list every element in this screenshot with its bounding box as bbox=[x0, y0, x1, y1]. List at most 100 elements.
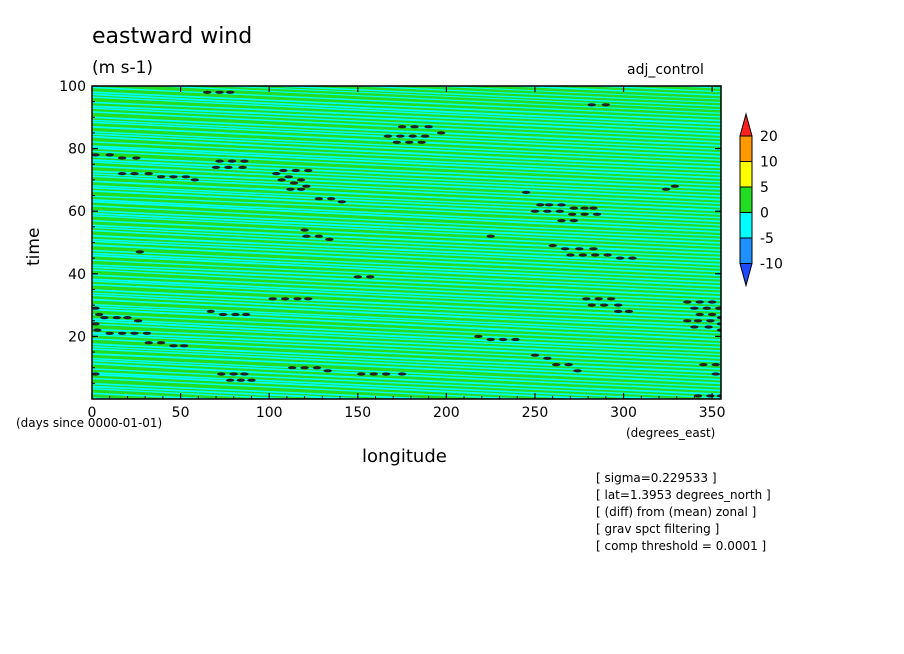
anomaly-patch bbox=[224, 165, 233, 169]
anomaly-patch bbox=[300, 228, 309, 232]
anomaly-patch bbox=[695, 312, 704, 317]
anomaly-patch bbox=[94, 312, 104, 317]
wind-contour-band bbox=[423, 86, 721, 100]
colorbar-segment bbox=[739, 186, 753, 213]
anomaly-patch bbox=[144, 341, 153, 345]
anomaly-patch bbox=[325, 237, 334, 241]
wind-contour-band bbox=[92, 385, 366, 399]
anomaly-patch bbox=[241, 312, 251, 317]
anomaly-patch bbox=[555, 209, 564, 213]
wind-contour-band bbox=[92, 161, 721, 194]
wind-contour-band bbox=[92, 373, 623, 399]
anomaly-patch bbox=[661, 187, 671, 191]
colorbar: 20 10 5 0 -5 -10 bbox=[739, 112, 783, 288]
wind-contour-band bbox=[92, 338, 721, 370]
wind-contour-band bbox=[92, 234, 721, 266]
y-axis: 20 40 60 80 100 bbox=[59, 79, 721, 384]
anomaly-patch bbox=[302, 184, 311, 188]
anomaly-patch bbox=[117, 172, 127, 176]
anomaly-patch bbox=[683, 319, 692, 323]
note-lat: [ lat=1.3953 degrees_north ] bbox=[596, 488, 771, 502]
wind-contour-band bbox=[92, 346, 721, 377]
anomaly-patch bbox=[552, 363, 561, 367]
anomaly-patch bbox=[353, 275, 362, 279]
wind-contour-band bbox=[92, 91, 721, 122]
wind-contour-band bbox=[92, 289, 721, 320]
colorbar-segment bbox=[739, 161, 753, 188]
wind-contour-band bbox=[92, 119, 721, 151]
anomaly-patch bbox=[707, 300, 717, 304]
anomaly-patch bbox=[683, 300, 692, 304]
wind-contour-band bbox=[92, 226, 721, 259]
anomaly-patch bbox=[117, 331, 127, 335]
colorbar-label: -10 bbox=[760, 257, 783, 273]
wind-contour-band bbox=[92, 215, 721, 248]
anomaly-patch bbox=[92, 306, 100, 310]
y-tick-label: 20 bbox=[68, 329, 86, 345]
anomaly-patch bbox=[716, 322, 721, 326]
wind-contour-band bbox=[92, 292, 721, 323]
wind-contour-band bbox=[92, 107, 721, 140]
wind-contour-band bbox=[92, 150, 721, 183]
anomaly-patch bbox=[587, 103, 596, 107]
x-tick-label: 100 bbox=[256, 405, 283, 421]
wind-contour-band bbox=[348, 86, 721, 104]
anomaly-patch bbox=[288, 366, 297, 370]
anomaly-patch bbox=[100, 316, 109, 320]
wind-contour-band bbox=[591, 86, 721, 93]
anomaly-patch bbox=[536, 203, 545, 207]
anomaly-patch bbox=[369, 372, 378, 376]
anomaly-patch bbox=[544, 203, 554, 207]
wind-contour-band bbox=[92, 357, 721, 388]
anomaly-patch bbox=[142, 331, 152, 335]
wind-contour-band bbox=[92, 125, 721, 158]
anomaly-patch bbox=[130, 331, 139, 335]
wind-contour-band bbox=[92, 141, 721, 172]
wind-contour-band bbox=[92, 323, 721, 356]
y-tick-label: 40 bbox=[68, 267, 86, 283]
wind-contour-band bbox=[92, 105, 721, 136]
anomaly-patch bbox=[706, 394, 715, 398]
wind-contour-band bbox=[92, 308, 721, 342]
anomaly-patch bbox=[302, 234, 311, 238]
anomaly-patch bbox=[599, 303, 609, 307]
wind-contour-band bbox=[208, 86, 721, 111]
wind-contour-band bbox=[92, 145, 721, 176]
anomaly-patch bbox=[474, 334, 483, 338]
wind-contour-band bbox=[92, 283, 721, 316]
anomaly-patch bbox=[695, 300, 704, 304]
anomaly-patch bbox=[293, 297, 302, 301]
anomaly-patch bbox=[628, 256, 637, 260]
x-tick-label: 200 bbox=[433, 405, 460, 421]
anomaly-patch bbox=[92, 322, 100, 326]
wind-contour-band bbox=[92, 334, 721, 367]
wind-contour-band bbox=[92, 266, 721, 298]
anomaly-patch bbox=[289, 181, 299, 185]
anomaly-patch bbox=[543, 356, 552, 360]
anomaly-patch bbox=[557, 219, 566, 223]
anomaly-patch bbox=[699, 363, 708, 367]
wind-contour-band bbox=[92, 269, 721, 302]
wind-contour-band bbox=[92, 368, 721, 399]
wind-contour-band bbox=[92, 249, 721, 280]
wind-contour-band bbox=[92, 254, 721, 288]
wind-contour-band bbox=[92, 93, 721, 126]
wind-contour-band bbox=[92, 240, 721, 273]
anomaly-patch bbox=[707, 312, 717, 317]
anomaly-patch bbox=[272, 172, 281, 176]
anomaly-patch bbox=[286, 187, 295, 191]
anomaly-patch bbox=[557, 203, 566, 207]
wind-contour-band bbox=[92, 377, 542, 399]
anomaly-patch bbox=[603, 253, 612, 257]
anomaly-patch bbox=[179, 344, 189, 348]
anomaly-patch bbox=[203, 90, 212, 94]
anomaly-patch bbox=[284, 175, 293, 179]
wind-contour-band bbox=[92, 318, 721, 349]
anomaly-patch bbox=[693, 319, 703, 323]
wind-contour-band bbox=[92, 387, 303, 399]
wind-contour-band bbox=[92, 319, 721, 352]
anomaly-patch bbox=[693, 394, 703, 398]
wind-contour-band bbox=[92, 135, 721, 169]
x-axis: 0 50 100 150 200 250 300 350 bbox=[88, 86, 726, 421]
anomaly-patch bbox=[594, 297, 603, 301]
